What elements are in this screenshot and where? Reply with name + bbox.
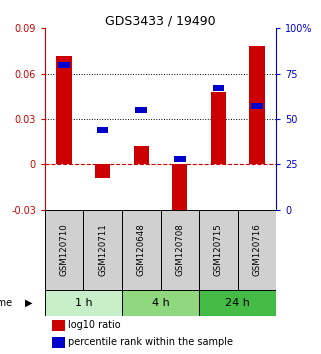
Text: time: time xyxy=(0,298,13,308)
Bar xyxy=(249,46,265,164)
Bar xyxy=(172,164,187,222)
Bar xyxy=(160,210,199,290)
Bar xyxy=(83,210,122,290)
Bar xyxy=(238,210,276,290)
Bar xyxy=(211,92,226,164)
Bar xyxy=(45,210,83,290)
Text: 1 h: 1 h xyxy=(75,298,92,308)
Bar xyxy=(135,107,147,113)
Bar xyxy=(174,156,186,162)
Text: log10 ratio: log10 ratio xyxy=(68,320,121,330)
Bar xyxy=(52,337,65,348)
Text: ▶: ▶ xyxy=(25,298,32,308)
Bar xyxy=(97,127,108,133)
Text: GSM120710: GSM120710 xyxy=(60,223,69,276)
Bar xyxy=(56,56,72,164)
Bar xyxy=(199,210,238,290)
Bar xyxy=(213,85,224,91)
Text: 24 h: 24 h xyxy=(225,298,250,308)
Text: GSM120708: GSM120708 xyxy=(175,223,184,276)
Bar xyxy=(45,290,122,316)
Bar xyxy=(122,290,199,316)
Bar xyxy=(58,62,70,68)
Bar xyxy=(95,164,110,178)
Bar xyxy=(52,320,65,331)
Text: GSM120711: GSM120711 xyxy=(98,223,107,276)
Text: percentile rank within the sample: percentile rank within the sample xyxy=(68,337,233,347)
Bar xyxy=(134,146,149,164)
Text: GSM120715: GSM120715 xyxy=(214,223,223,276)
Text: GSM120648: GSM120648 xyxy=(137,223,146,276)
Text: GSM120716: GSM120716 xyxy=(252,223,261,276)
Title: GDS3433 / 19490: GDS3433 / 19490 xyxy=(105,14,216,27)
Bar xyxy=(122,210,160,290)
Text: 4 h: 4 h xyxy=(152,298,169,308)
Bar xyxy=(251,103,263,109)
Bar xyxy=(199,290,276,316)
